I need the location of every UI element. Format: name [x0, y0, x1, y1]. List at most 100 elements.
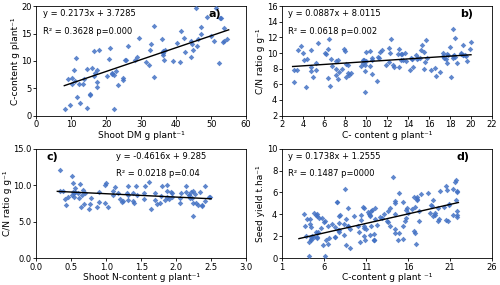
Point — [371, 217, 379, 221]
Point — [290, 68, 298, 72]
Point — [82, 191, 90, 196]
Point — [430, 65, 438, 70]
Point — [324, 46, 332, 51]
Point — [415, 209, 423, 213]
Point — [360, 224, 368, 229]
Point — [391, 201, 399, 206]
Point — [445, 201, 453, 206]
Point — [324, 223, 332, 228]
Point — [301, 223, 309, 228]
Point — [411, 205, 419, 209]
Point — [386, 206, 394, 210]
Point — [147, 207, 155, 211]
Point — [466, 47, 474, 52]
Point — [453, 60, 461, 65]
Point — [299, 51, 307, 56]
Point — [394, 238, 402, 243]
Point — [384, 209, 392, 213]
Point — [308, 234, 316, 239]
Point — [412, 197, 420, 201]
Point — [340, 233, 348, 237]
Point — [398, 52, 406, 56]
Point — [423, 56, 431, 61]
Point — [332, 73, 340, 78]
Point — [146, 48, 154, 53]
Point — [385, 46, 393, 50]
Point — [404, 211, 412, 215]
Text: d): d) — [456, 152, 469, 162]
Point — [370, 231, 378, 236]
Point — [435, 217, 443, 221]
Point — [368, 58, 376, 62]
Point — [357, 213, 365, 218]
Point — [359, 61, 367, 65]
Point — [338, 67, 346, 72]
Point — [331, 235, 339, 239]
Point — [122, 57, 130, 62]
Point — [420, 50, 428, 54]
Point — [335, 228, 343, 232]
Point — [307, 69, 315, 73]
Point — [391, 212, 399, 217]
Point — [414, 219, 422, 223]
Point — [180, 35, 188, 40]
Point — [132, 55, 140, 59]
Point — [192, 192, 200, 196]
Point — [176, 201, 184, 205]
Point — [62, 202, 70, 207]
Point — [420, 59, 428, 64]
Point — [410, 195, 418, 200]
Point — [342, 217, 350, 221]
Point — [360, 62, 368, 67]
Point — [187, 39, 195, 43]
Point — [70, 181, 78, 186]
Text: R² = 0.0618 p=0.002: R² = 0.0618 p=0.002 — [288, 27, 378, 36]
Point — [424, 190, 432, 195]
Point — [212, 6, 220, 11]
Point — [124, 184, 132, 189]
Point — [326, 84, 334, 89]
Point — [394, 47, 402, 52]
Point — [310, 234, 318, 239]
Point — [220, 25, 228, 30]
Point — [93, 85, 101, 89]
Point — [414, 56, 422, 60]
Point — [361, 90, 369, 95]
Point — [305, 240, 313, 244]
Point — [322, 238, 330, 242]
Point — [160, 58, 168, 62]
Point — [446, 75, 454, 80]
Point — [366, 49, 374, 54]
Point — [362, 58, 370, 63]
Point — [162, 183, 170, 188]
Point — [440, 205, 448, 209]
Point — [359, 205, 367, 209]
Point — [386, 50, 394, 55]
Point — [100, 183, 108, 188]
Point — [417, 48, 425, 53]
Point — [318, 215, 326, 220]
Point — [302, 84, 310, 89]
Point — [457, 52, 465, 57]
Point — [322, 51, 330, 56]
Point — [78, 188, 86, 193]
Point — [114, 83, 122, 88]
Point — [418, 43, 426, 48]
Point — [458, 53, 466, 57]
Point — [355, 230, 363, 234]
Point — [408, 55, 416, 60]
Point — [72, 94, 80, 99]
Point — [412, 52, 420, 57]
Point — [439, 53, 447, 58]
Point — [184, 193, 192, 197]
Point — [412, 198, 420, 202]
Point — [432, 211, 440, 215]
Point — [436, 188, 444, 193]
Point — [442, 56, 450, 61]
Point — [64, 194, 72, 199]
Point — [402, 58, 410, 63]
Point — [434, 205, 442, 210]
Point — [413, 195, 421, 200]
Point — [61, 107, 69, 111]
Point — [214, 60, 222, 65]
